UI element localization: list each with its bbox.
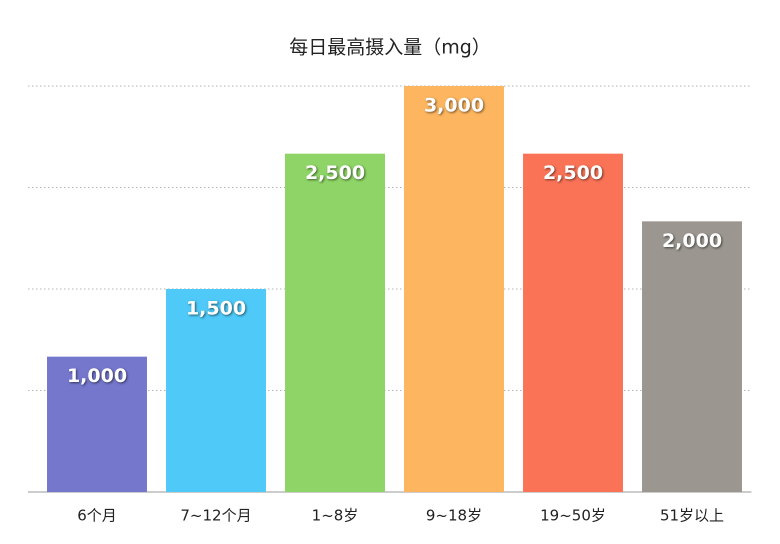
bar <box>642 221 742 493</box>
x-tick-label: 1~8岁 <box>312 507 359 525</box>
value-label: 3,000 <box>424 95 484 117</box>
bar <box>47 356 147 492</box>
x-tick-label: 6个月 <box>77 507 117 525</box>
x-tick-label: 7~12个月 <box>180 507 251 525</box>
x-tick-label: 19~50岁 <box>540 507 606 525</box>
bar <box>404 86 504 492</box>
value-label: 1,500 <box>186 298 246 320</box>
bar <box>285 153 385 492</box>
value-label: 1,000 <box>67 365 127 387</box>
chart-title: 每日最高摄入量（mg） <box>289 37 491 59</box>
bar <box>523 153 623 492</box>
value-label: 2,500 <box>543 162 603 184</box>
x-tick-label: 9~18岁 <box>426 507 482 525</box>
value-label: 2,500 <box>305 162 365 184</box>
value-label: 2,000 <box>662 230 722 252</box>
bar <box>166 289 266 492</box>
x-tick-label: 51岁以上 <box>660 507 724 525</box>
